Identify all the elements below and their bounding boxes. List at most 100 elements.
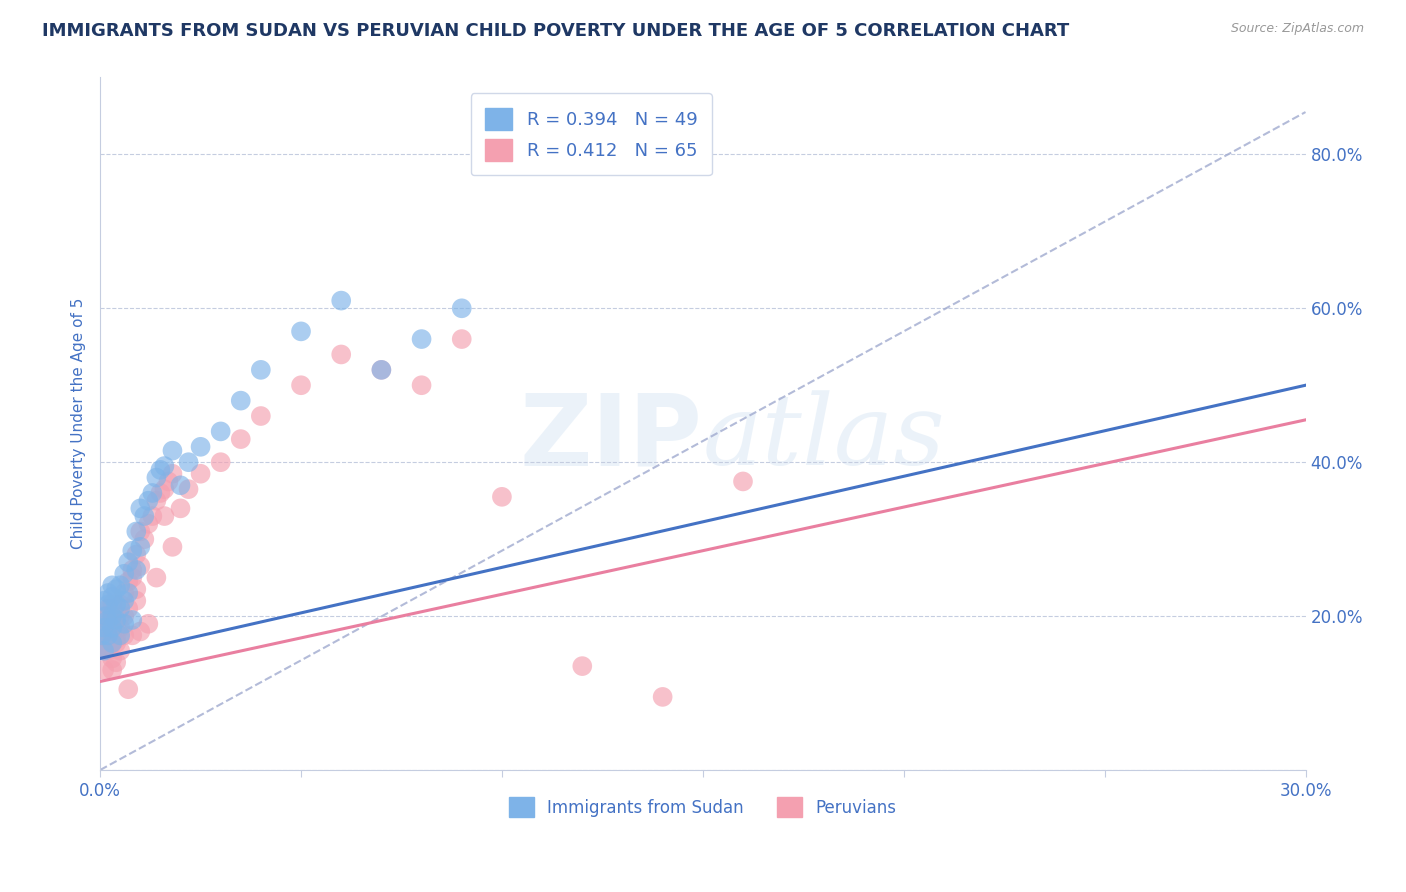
Point [731,475,754,489]
Point [101,598,124,612]
Point [93,644,115,658]
Point [145,470,167,484]
Point [110,628,132,642]
Point [105,636,128,650]
Point [97,613,120,627]
Point [117,682,139,697]
Point [105,598,128,612]
Point [91,628,114,642]
Point [105,632,128,647]
Point [177,482,200,496]
Point [190,467,212,481]
Point [121,628,143,642]
Point [93,609,115,624]
Text: atlas: atlas [703,390,946,485]
Point [93,593,115,607]
Point [110,644,132,658]
Point [97,598,120,612]
Legend: Immigrants from Sudan, Peruvians: Immigrants from Sudan, Peruvians [502,790,903,824]
Text: ZIP: ZIP [520,389,703,486]
Point [157,475,180,489]
Point [411,332,433,346]
Point [110,598,132,612]
Point [97,586,120,600]
Point [117,574,139,589]
Point [138,616,160,631]
Point [169,501,191,516]
Point [129,559,152,574]
Point [105,582,128,596]
Point [129,540,152,554]
Point [209,425,232,439]
Point [125,593,148,607]
Point [450,301,472,316]
Point [97,616,120,631]
Point [110,601,132,615]
Point [229,432,252,446]
Point [121,613,143,627]
Point [330,293,353,308]
Point [162,540,184,554]
Point [110,578,132,592]
Point [129,524,152,539]
Point [190,440,212,454]
Point [97,632,120,647]
Point [125,548,148,562]
Point [149,486,172,500]
Point [101,636,124,650]
Point [145,493,167,508]
Point [110,621,132,635]
Point [129,501,152,516]
Point [370,363,392,377]
Point [290,378,312,392]
Point [571,659,593,673]
Point [96,624,118,639]
Point [330,347,353,361]
Point [250,363,273,377]
Point [112,586,135,600]
Point [370,363,392,377]
Point [110,609,132,624]
Point [290,324,312,338]
Point [162,467,184,481]
Point [138,516,160,531]
Point [101,609,124,624]
Point [125,582,148,596]
Point [121,563,143,577]
Point [101,651,124,665]
Point [105,655,128,669]
Point [162,443,184,458]
Point [91,644,114,658]
Point [101,663,124,677]
Point [112,616,135,631]
Point [141,509,163,524]
Point [169,478,191,492]
Text: IMMIGRANTS FROM SUDAN VS PERUVIAN CHILD POVERTY UNDER THE AGE OF 5 CORRELATION C: IMMIGRANTS FROM SUDAN VS PERUVIAN CHILD … [42,22,1070,40]
Point [177,455,200,469]
Point [121,571,143,585]
Point [491,490,513,504]
Point [153,509,176,524]
Point [101,621,124,635]
Point [145,571,167,585]
Point [411,378,433,392]
Point [117,555,139,569]
Point [117,601,139,615]
Point [141,486,163,500]
Point [93,640,115,654]
Point [134,509,156,524]
Point [101,578,124,592]
Point [97,644,120,658]
Point [93,621,115,635]
Point [121,543,143,558]
Point [101,609,124,624]
Point [93,663,115,677]
Point [450,332,472,346]
Point [112,566,135,581]
Point [209,455,232,469]
Text: Source: ZipAtlas.com: Source: ZipAtlas.com [1230,22,1364,36]
Point [101,636,124,650]
Point [97,601,120,615]
Point [101,628,124,642]
Point [112,628,135,642]
